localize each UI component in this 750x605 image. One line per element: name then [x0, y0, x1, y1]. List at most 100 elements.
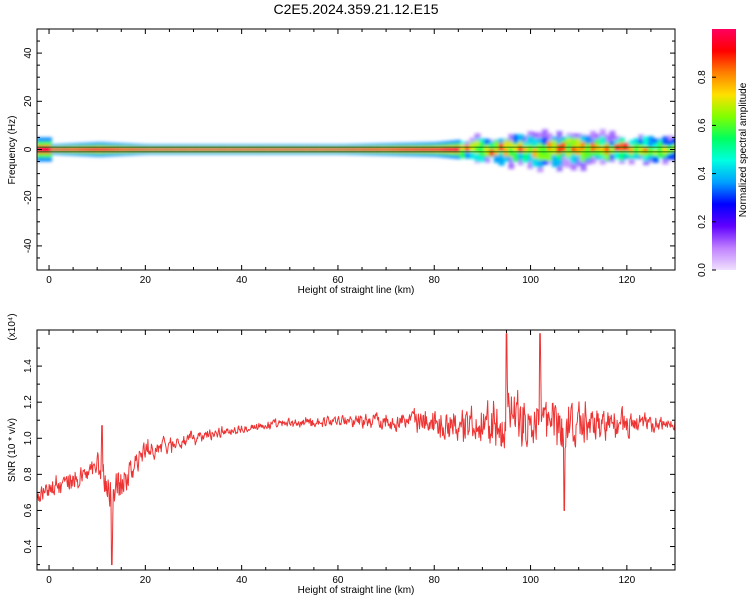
spectrogram-x-tick-label: 40 — [236, 275, 248, 286]
spectrogram-cell — [180, 147, 187, 152]
spectrogram-cell — [416, 147, 423, 152]
spectrogram-y-label: Frequency (Hz) — [7, 116, 18, 185]
spectrogram-cell — [638, 146, 645, 155]
snr-x-tick-label: 40 — [236, 575, 248, 586]
snr-y-tick-label: 1.2 — [23, 395, 34, 409]
spectrogram-cell — [402, 147, 409, 152]
spectrogram-y-tick-label: 40 — [23, 47, 34, 59]
spectrogram-cell — [662, 146, 669, 153]
spectrogram-cell — [79, 147, 86, 152]
snr-y-tick-label: 0.6 — [23, 503, 34, 517]
spectrogram-cell — [522, 146, 529, 153]
spectrogram-cell — [604, 145, 611, 154]
spectrogram-cell — [426, 147, 433, 152]
spectrogram-cell — [185, 147, 192, 152]
spectrogram-cell — [407, 147, 414, 152]
spectrogram-cell — [517, 145, 524, 153]
spectrogram-cell — [113, 147, 120, 152]
spectrogram-cell — [455, 146, 462, 153]
spectrogram-cell — [493, 140, 500, 156]
spectrogram-cell — [98, 147, 106, 152]
spectrogram-cell — [277, 147, 284, 152]
spectrogram-cell — [671, 145, 675, 152]
spectrogram-cell — [257, 147, 264, 152]
spectrogram-cell — [527, 145, 534, 154]
snr-y-tick-label: 1.4 — [23, 359, 34, 373]
spectrogram-cell — [585, 143, 592, 153]
spectrogram-cell — [330, 147, 337, 152]
spectrogram-cell — [436, 147, 443, 152]
colorbar: 0.0 0.2 0.4 0.6 0.8 Normalized spectral ampl… — [697, 29, 749, 277]
spectrogram-cell — [440, 146, 447, 153]
spectrogram-cell — [619, 145, 626, 160]
spectrogram-axes: 0 20 40 60 80 100 120 -40 -20 0 20 40 — [23, 29, 676, 286]
spectrogram-cell — [233, 147, 240, 152]
spectrogram-cell — [306, 147, 313, 152]
spectrogram-cell — [647, 146, 654, 155]
spectrogram-cell — [209, 147, 216, 152]
spectrogram-cell — [623, 146, 630, 157]
spectrogram-cell — [450, 146, 457, 153]
spectrogram-cell — [151, 147, 158, 152]
spectrogram-cell — [580, 142, 587, 151]
spectrogram-cell — [541, 144, 548, 155]
colorbar-label: Normalized spectral amplitude — [738, 82, 749, 217]
spectrogram-panel: 0 20 40 60 80 100 120 -40 -20 0 20 40 Height of str… — [7, 28, 676, 296]
spectrogram-cell — [55, 147, 62, 152]
spectrogram-x-tick-label: 80 — [429, 275, 441, 286]
spectrogram-cell — [503, 140, 510, 156]
snr-x-tick-label: 60 — [332, 575, 344, 586]
spectrogram-cell — [570, 146, 577, 153]
snr-series-line — [37, 333, 675, 566]
spectrogram-cell — [359, 147, 366, 152]
spectrogram-cell — [60, 147, 67, 152]
spectrogram-cell — [334, 147, 341, 152]
spectrogram-cell — [392, 147, 399, 152]
spectrogram-cell — [667, 148, 674, 154]
spectrogram-cell — [50, 147, 57, 152]
spectrogram-cell — [349, 147, 356, 152]
colorbar-tick-label: 0.6 — [697, 118, 708, 132]
spectrogram-cell — [296, 147, 303, 152]
spectrogram-x-label: Height of straight line (km) — [298, 285, 415, 296]
spectrogram-cell — [253, 147, 260, 152]
spectrogram-cell — [281, 147, 288, 152]
spectrogram-cell — [411, 147, 418, 152]
spectrogram-cell — [532, 147, 539, 158]
spectrogram-cell — [176, 147, 183, 152]
spectrogram-cell — [469, 145, 476, 151]
spectrogram-cell — [354, 147, 361, 152]
colorbar-ticks: 0.0 0.2 0.4 0.6 0.8 — [697, 70, 716, 277]
spectrogram-cell — [89, 147, 96, 152]
colorbar-tick-label: 0.8 — [697, 70, 708, 84]
spectrogram-cell — [363, 147, 370, 152]
spectrogram-cell — [537, 147, 544, 154]
snr-x-tick-label: 120 — [619, 575, 636, 586]
spectrogram-cell — [171, 147, 178, 152]
spectrogram-cell — [387, 147, 394, 152]
spectrogram-cell — [147, 147, 154, 152]
spectrogram-cell — [368, 147, 375, 152]
spectrogram-cell — [103, 147, 110, 152]
spectrogram-cell — [108, 147, 115, 152]
spectrogram-cell — [421, 147, 428, 152]
spectrogram-cell — [599, 146, 606, 152]
spectrogram-cell — [195, 147, 202, 152]
spectrogram-cell — [643, 147, 650, 153]
spectrogram-y-tick-label: -40 — [23, 238, 34, 253]
spectrogram-cell — [204, 147, 211, 152]
spectrogram-cell — [633, 146, 640, 155]
spectrogram-cell — [546, 141, 553, 151]
spectrogram-x-tick-label: 120 — [619, 275, 636, 286]
spectrogram-cell — [132, 147, 139, 152]
spectrogram-x-tick-label: 100 — [522, 275, 539, 286]
snr-y-label: SNR (10 * v/v) — [7, 418, 18, 482]
spectrogram-cell — [551, 140, 558, 156]
snr-frame — [36, 329, 676, 571]
spectrogram-cell — [614, 144, 621, 152]
spectrogram-y-tick-label: 0 — [23, 146, 34, 152]
spectrogram-cell — [156, 147, 163, 152]
spectrogram-cell — [445, 146, 452, 153]
spectrogram-cell — [190, 147, 197, 152]
